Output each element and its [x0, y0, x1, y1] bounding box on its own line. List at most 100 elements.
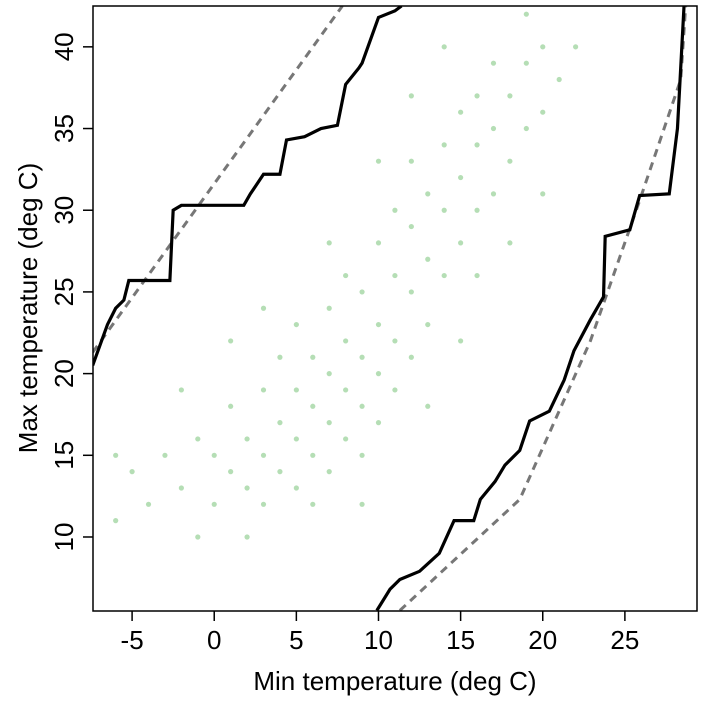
x-tick-label: 15 [446, 625, 475, 655]
line [93, 6, 344, 354]
line [398, 6, 688, 611]
point [310, 452, 316, 458]
point [211, 452, 217, 458]
point [523, 125, 529, 132]
x-tick-label: 25 [610, 625, 639, 655]
point [425, 191, 431, 197]
point [375, 420, 382, 426]
point [408, 354, 414, 360]
point [359, 501, 365, 507]
point [326, 469, 332, 475]
point [425, 403, 431, 409]
x-tick-label: 0 [207, 625, 221, 655]
point [441, 142, 447, 148]
point [343, 338, 349, 344]
point [195, 534, 201, 540]
point [195, 436, 201, 442]
x-tick-label: 20 [528, 625, 557, 655]
y-tick-label: 15 [49, 441, 79, 470]
point [113, 518, 119, 524]
point [458, 109, 464, 115]
point [408, 289, 414, 295]
point [244, 534, 250, 540]
point [113, 452, 119, 458]
point [211, 501, 217, 507]
point [573, 44, 579, 50]
point [507, 93, 513, 99]
point [392, 387, 398, 393]
point [326, 305, 332, 311]
point [375, 240, 382, 246]
x-tick-label: 5 [289, 625, 303, 655]
point [260, 387, 267, 393]
point [129, 469, 135, 475]
point [556, 76, 562, 83]
line [375, 6, 686, 611]
y-tick-label: 25 [49, 277, 79, 306]
point [523, 60, 529, 66]
point [507, 158, 513, 164]
point [375, 321, 382, 328]
point [343, 436, 349, 442]
point [408, 158, 414, 164]
x-tick-label: -5 [121, 625, 144, 655]
point [178, 485, 184, 491]
point [458, 174, 464, 181]
point [244, 485, 250, 491]
point [244, 436, 250, 442]
point [490, 191, 497, 197]
point [326, 371, 332, 377]
point [293, 387, 299, 393]
point [145, 501, 152, 507]
y-tick-label: 20 [49, 359, 79, 388]
point [392, 338, 398, 344]
point [507, 240, 513, 246]
point [474, 142, 480, 148]
point [523, 11, 529, 17]
point [458, 240, 464, 246]
y-tick-label: 10 [49, 523, 79, 552]
point [359, 354, 365, 360]
line [93, 6, 403, 366]
point [260, 452, 267, 458]
point [343, 272, 349, 279]
point [408, 223, 414, 230]
point [178, 387, 184, 393]
point [359, 289, 365, 295]
y-tick-label: 35 [49, 114, 79, 143]
point [310, 354, 316, 360]
point [228, 403, 234, 409]
point [359, 452, 365, 458]
point [293, 485, 299, 491]
point [425, 256, 431, 262]
x-axis-label: Min temperature (deg C) [253, 666, 536, 696]
point [228, 469, 234, 475]
point [359, 403, 365, 409]
point [277, 469, 283, 475]
point [162, 452, 168, 458]
point [474, 272, 480, 279]
point [343, 387, 349, 393]
point [260, 305, 267, 311]
point [490, 60, 497, 66]
y-tick-label: 30 [49, 196, 79, 225]
point [293, 321, 299, 328]
point [474, 93, 480, 99]
point [310, 501, 316, 507]
plot-area [93, 6, 688, 611]
point [441, 207, 447, 213]
point [392, 272, 398, 279]
point [458, 338, 464, 344]
point [375, 158, 382, 164]
point [293, 436, 299, 442]
point [441, 272, 447, 279]
point [474, 207, 480, 213]
point [540, 109, 546, 115]
point [425, 321, 431, 328]
point [392, 207, 398, 213]
point [228, 338, 234, 344]
point [540, 44, 546, 50]
point [375, 371, 382, 377]
point [326, 420, 332, 426]
